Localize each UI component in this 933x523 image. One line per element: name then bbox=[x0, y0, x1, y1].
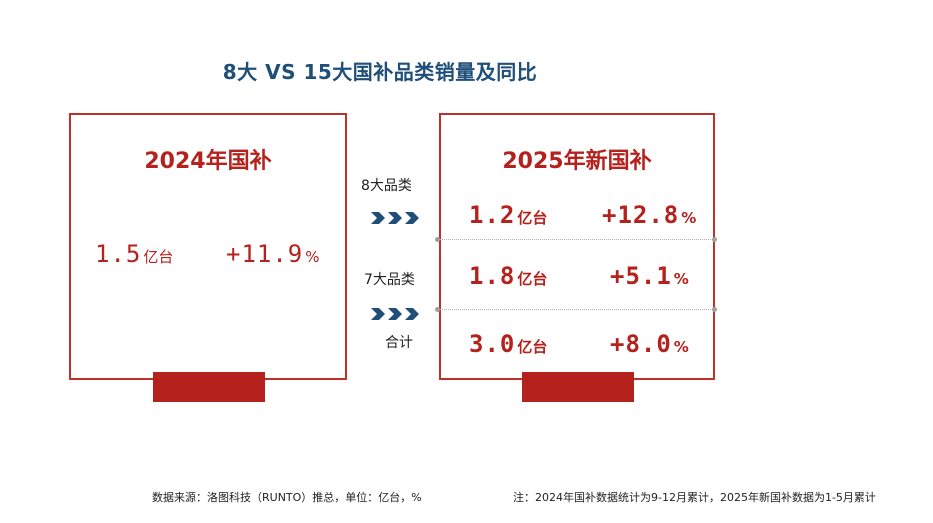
page-title: 8大 VS 15大国补品类销量及同比 bbox=[222, 60, 538, 84]
volume-2025-total-value: 3.0 bbox=[469, 330, 516, 358]
growth-2024: +11.9% bbox=[226, 240, 320, 268]
growth-2025-total-unit: % bbox=[673, 338, 689, 356]
box-2024-heading: 2024年国补 bbox=[144, 149, 272, 174]
label-total: 合计 bbox=[385, 335, 413, 351]
row-divider bbox=[437, 309, 717, 310]
growth-2025-7: +5.1% bbox=[610, 262, 689, 290]
volume-2025-total-unit: 亿台 bbox=[517, 338, 548, 356]
growth-2025-7-value: +5.1 bbox=[610, 262, 672, 290]
arrow-7-icon bbox=[371, 308, 419, 320]
volume-2025-8-unit: 亿台 bbox=[517, 209, 548, 227]
divider-dot bbox=[435, 237, 440, 242]
volume-2025-7-unit: 亿台 bbox=[517, 270, 548, 288]
volume-2025-7-value: 1.8 bbox=[469, 262, 516, 290]
label-8-categories: 8大品类 bbox=[361, 178, 412, 194]
divider-dot bbox=[712, 237, 717, 242]
growth-2025-8-value: +12.8 bbox=[602, 201, 680, 229]
growth-2024-unit: % bbox=[305, 248, 320, 266]
growth-2025-7-unit: % bbox=[673, 270, 689, 288]
footnote: 注：2024年国补数据统计为9-12月累计，2025年新国补数据为1-5月累计 bbox=[513, 491, 876, 504]
volume-2025-total: 3.0 亿台 bbox=[469, 330, 547, 358]
growth-2025-total: +8.0% bbox=[610, 330, 689, 358]
volume-2025-8-value: 1.2 bbox=[469, 201, 516, 229]
volume-2025-8: 1.2 亿台 bbox=[469, 201, 547, 229]
data-source-note: 数据来源：洛图科技（RUNTO）推总，单位：亿台，% bbox=[152, 491, 422, 504]
label-7-categories: 7大品类 bbox=[364, 272, 415, 288]
volume-2024: 1.5 亿台 bbox=[95, 240, 173, 268]
growth-2025-8-unit: % bbox=[681, 209, 697, 227]
box-2025-heading: 2025年新国补 bbox=[502, 149, 652, 174]
row-divider bbox=[437, 239, 717, 240]
divider-dot bbox=[435, 307, 440, 312]
volume-2025-7: 1.8 亿台 bbox=[469, 262, 547, 290]
volume-2024-value: 1.5 bbox=[95, 240, 142, 268]
box-2024-tab bbox=[153, 372, 265, 402]
growth-2025-total-value: +8.0 bbox=[610, 330, 672, 358]
volume-2024-unit: 亿台 bbox=[143, 248, 174, 266]
growth-2024-value: +11.9 bbox=[226, 240, 304, 268]
growth-2025-8: +12.8% bbox=[602, 201, 696, 229]
arrow-8-icon bbox=[371, 212, 419, 224]
divider-dot bbox=[712, 307, 717, 312]
box-2024-subsidy: 2024年国补 bbox=[69, 113, 347, 380]
box-2025-tab bbox=[522, 372, 634, 402]
